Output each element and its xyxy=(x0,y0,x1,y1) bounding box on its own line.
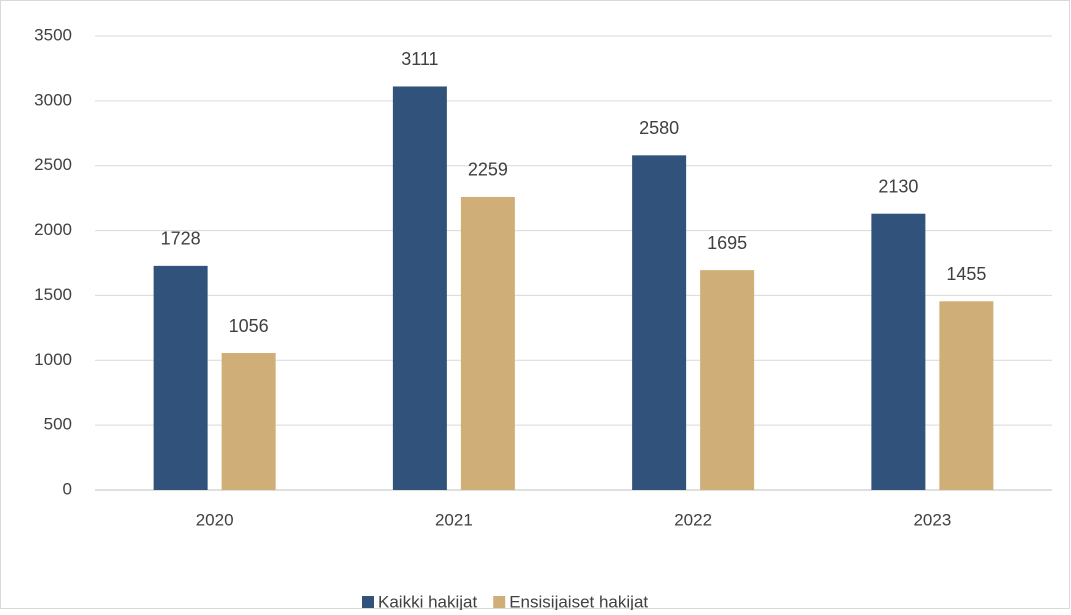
x-tick-label: 2020 xyxy=(196,510,234,529)
data-label: 1695 xyxy=(707,233,747,253)
y-tick-label: 3500 xyxy=(34,25,72,44)
data-label: 1455 xyxy=(946,264,986,284)
y-tick-label: 2500 xyxy=(34,155,72,174)
bar xyxy=(632,155,687,490)
legend-label: Ensisijaiset hakijat xyxy=(509,592,648,610)
bar xyxy=(871,213,926,491)
data-label: 1728 xyxy=(161,229,201,249)
data-label: 2259 xyxy=(468,160,508,180)
data-label: 3111 xyxy=(401,49,438,69)
x-tick-label: 2022 xyxy=(674,510,712,529)
y-tick-label: 2000 xyxy=(34,220,72,239)
bar xyxy=(221,353,276,490)
bar xyxy=(153,265,208,490)
y-tick-label: 3000 xyxy=(34,90,72,109)
data-label: 2580 xyxy=(639,118,679,138)
bar xyxy=(939,301,994,490)
y-tick-label: 1500 xyxy=(34,285,72,304)
bar xyxy=(460,196,515,490)
y-tick-label: 0 xyxy=(63,479,72,498)
bar xyxy=(700,270,755,490)
data-label: 2130 xyxy=(878,176,918,196)
legend-label: Kaikki hakijat xyxy=(378,592,477,610)
y-tick-label: 1000 xyxy=(34,350,72,369)
legend-swatch xyxy=(362,596,374,608)
x-tick-label: 2023 xyxy=(913,510,951,529)
legend-swatch xyxy=(493,596,506,608)
bar xyxy=(392,86,447,490)
y-tick-label: 500 xyxy=(44,415,72,434)
x-tick-label: 2021 xyxy=(435,510,473,529)
data-label: 1056 xyxy=(229,316,269,336)
